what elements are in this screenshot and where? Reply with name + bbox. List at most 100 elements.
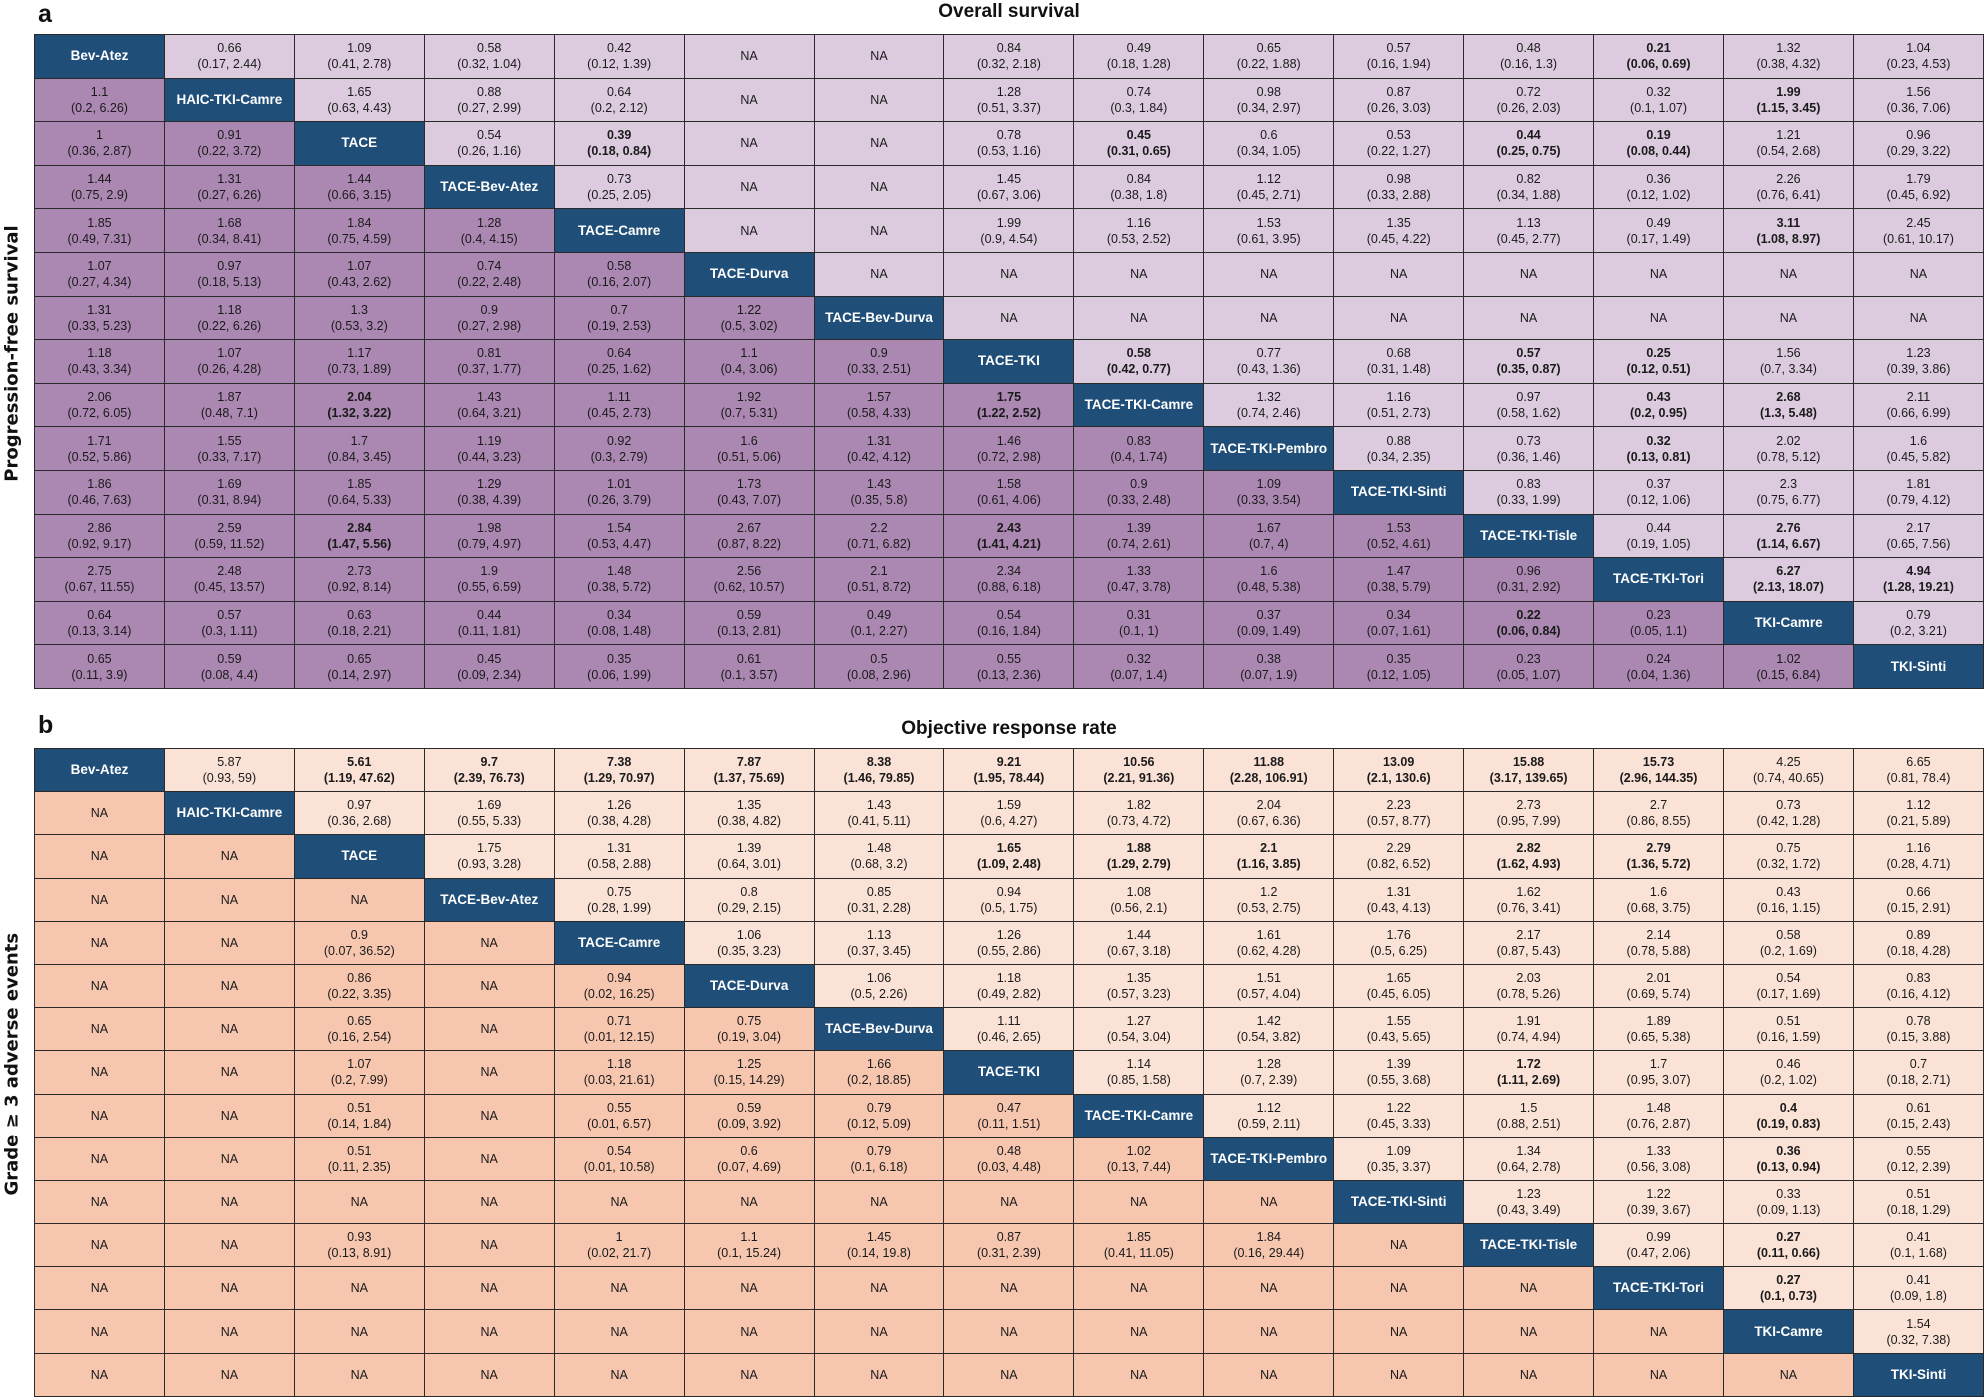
lower-cell: 1.31 (0.33, 5.23) xyxy=(34,295,165,341)
effect-estimate: 0.77 xyxy=(1256,346,1281,361)
effect-estimate: 1.3 xyxy=(350,302,368,317)
confidence-interval: (0.95, 3.07) xyxy=(1626,1073,1691,1088)
confidence-interval: (1.16, 3.85) xyxy=(1236,857,1301,872)
lower-cell: 1.17 (0.73, 1.89) xyxy=(293,339,425,384)
confidence-interval: (0.16, 29.44) xyxy=(1233,1246,1305,1261)
upper-cell: 4.94 (1.28, 19.21) xyxy=(1852,557,1985,602)
effect-estimate: 1.29 xyxy=(477,477,502,492)
confidence-interval: (0.31, 1.48) xyxy=(1366,362,1431,377)
table-row: NA NA TACE 1.75 (0.93, 3.28) 1.31 (0.58, 2.88)… xyxy=(34,834,1985,879)
lower-cell: 2.75 (0.67, 11.55) xyxy=(34,557,165,602)
lower-cell: 1.54 (0.53, 4.47) xyxy=(553,513,685,559)
lower-cell: 1.07 (0.27, 4.34) xyxy=(34,251,165,297)
upper-cell: NA xyxy=(813,121,945,166)
upper-cell: 1.43 (0.41, 5.11) xyxy=(813,791,945,836)
effect-estimate: 1.16 xyxy=(1386,390,1411,405)
lower-cell: NA xyxy=(34,1223,165,1268)
effect-estimate: 1.44 xyxy=(1126,927,1151,942)
confidence-interval: (0.42, 0.77) xyxy=(1106,362,1171,377)
treatment-label: HAIC-TKI-Camre xyxy=(163,77,295,123)
confidence-interval: (0.55, 6.59) xyxy=(457,580,522,595)
treatment-label: TKI-Camre xyxy=(1722,600,1854,646)
effect-estimate: 0.49 xyxy=(1646,215,1671,230)
lower-cell: 0.94 (0.02, 16.25) xyxy=(553,963,685,1009)
confidence-interval: (0.31, 2.28) xyxy=(847,900,911,915)
effect-estimate: 1 xyxy=(615,1230,623,1245)
effect-estimate: 0.57 xyxy=(1516,346,1541,361)
confidence-interval: (0.1, 1.07) xyxy=(1630,100,1688,115)
confidence-interval: (0.22, 6.26) xyxy=(197,318,262,333)
upper-cell: 2.02 (0.78, 5.12) xyxy=(1722,426,1854,471)
effect-estimate: 1.79 xyxy=(1906,172,1931,187)
effect-estimate: 1.67 xyxy=(1256,520,1281,535)
lower-cell: 0.38 (0.07, 1.9) xyxy=(1203,644,1335,689)
effect-estimate: 1.12 xyxy=(1256,1100,1281,1115)
confidence-interval: (0.74, 2.46) xyxy=(1236,406,1301,421)
confidence-interval: (1.29, 70.97) xyxy=(583,771,655,786)
upper-cell: 11.88 (2.28, 106.91) xyxy=(1203,747,1335,793)
effect-estimate: 1.59 xyxy=(996,798,1022,813)
confidence-interval: (0.12, 1.39) xyxy=(587,57,652,72)
confidence-interval: (0.7, 4) xyxy=(1248,536,1289,551)
table-row: NA NA NA NA NA NA NA NA NA NA NA NA NA TKI-Camre 1.54(… xyxy=(34,1309,1985,1354)
upper-cell: 1.34 (0.64, 2.78) xyxy=(1463,1136,1595,1181)
confidence-interval: (0.55, 5.33) xyxy=(457,814,522,829)
lower-cell: 1.07 (0.43, 2.62) xyxy=(293,251,425,297)
upper-cell: 0.72 (0.26, 2.03) xyxy=(1463,77,1595,123)
confidence-interval: (0.14, 1.84) xyxy=(327,1116,392,1131)
lower-cell: 0.59 (0.13, 2.81) xyxy=(683,600,815,646)
upper-cell: 0.53 (0.22, 1.27) xyxy=(1333,121,1465,166)
confidence-interval: (0.64, 2.78) xyxy=(1496,1159,1561,1174)
confidence-interval: (0.11, 3.9) xyxy=(71,667,128,682)
effect-estimate: 0.74 xyxy=(477,259,502,274)
upper-cell: 2.11 (0.66, 6.99) xyxy=(1852,382,1985,428)
effect-estimate: 0.58 xyxy=(606,259,632,274)
upper-cell: 0.57 (0.35, 0.87) xyxy=(1463,339,1595,384)
upper-cell: 2.17 (0.65, 7.56) xyxy=(1852,513,1985,559)
confidence-interval: (0.53, 2.75) xyxy=(1236,900,1301,915)
lower-cell: 1.18 (0.22, 6.26) xyxy=(163,295,295,341)
effect-estimate: 0.54 xyxy=(996,608,1022,623)
upper-cell: 1.69 (0.55, 5.33) xyxy=(423,791,555,836)
upper-cell: 0.55 (0.12, 2.39) xyxy=(1852,1136,1985,1181)
effect-estimate: 0.32 xyxy=(1646,433,1671,448)
confidence-interval: (0.51, 5.06) xyxy=(717,449,782,464)
lower-cell: NA xyxy=(813,1309,945,1354)
effect-estimate: 1.04 xyxy=(1906,41,1931,56)
confidence-interval: (0.33, 2.51) xyxy=(847,362,911,377)
effect-estimate: 0.34 xyxy=(1386,608,1411,623)
upper-cell: 1.26 (0.38, 4.28) xyxy=(553,791,685,836)
confidence-interval: (0.72, 6.05) xyxy=(67,406,132,421)
upper-cell: 1.48 (0.76, 2.87) xyxy=(1593,1093,1724,1138)
confidence-interval: (0.31, 2.92) xyxy=(1496,580,1561,595)
lower-cell: 1.47 (0.38, 5.79) xyxy=(1333,557,1465,602)
confidence-interval: (0.16, 2.07) xyxy=(587,275,652,290)
upper-cell: 0.82 (0.34, 1.88) xyxy=(1463,164,1595,210)
confidence-interval: (0.5, 6.25) xyxy=(1370,943,1428,958)
confidence-interval: (0.2, 1.02) xyxy=(1759,1073,1817,1088)
confidence-interval: (0.15, 3.88) xyxy=(1886,1030,1951,1045)
confidence-interval: (0.43, 4.13) xyxy=(1366,900,1431,915)
confidence-interval: (0.9, 4.54) xyxy=(980,231,1038,246)
confidence-interval: (0.32, 7.38) xyxy=(1886,1332,1951,1347)
upper-cell: 1.32 (0.38, 4.32) xyxy=(1722,34,1854,79)
upper-cell: 1.13 (0.37, 3.45) xyxy=(813,920,945,965)
lower-cell: 0.79 (0.12, 5.09) xyxy=(813,1093,945,1138)
effect-estimate: 0.82 xyxy=(1516,172,1541,187)
confidence-interval: (2.13, 18.07) xyxy=(1753,580,1824,595)
lower-cell: NA xyxy=(553,1179,685,1225)
effect-estimate: 0.97 xyxy=(1516,390,1541,405)
upper-cell: 0.37 (0.12, 1.06) xyxy=(1593,469,1724,515)
table-row: 1.86 (0.46, 7.63) 1.69 (0.31, 8.94) 1.85 (0.6… xyxy=(34,469,1985,515)
confidence-interval: (0.07, 1.4) xyxy=(1110,667,1168,682)
treatment-label: TACE-TKI-Tisle xyxy=(1463,513,1595,559)
effect-estimate: 0.53 xyxy=(1386,128,1411,143)
confidence-interval: (0.1, 15.24) xyxy=(717,1246,782,1261)
treatment-label: Bev-Atez xyxy=(34,747,165,793)
treatment-label: TACE-TKI-Sinti xyxy=(1333,469,1465,515)
effect-estimate: 1.07 xyxy=(87,259,112,274)
lower-cell: 0.23 (0.05, 1.07) xyxy=(1463,644,1595,689)
confidence-interval: (0.52, 5.86) xyxy=(67,449,132,464)
effect-estimate: 0.5 xyxy=(870,651,888,666)
effect-estimate: 1.13 xyxy=(866,927,892,942)
